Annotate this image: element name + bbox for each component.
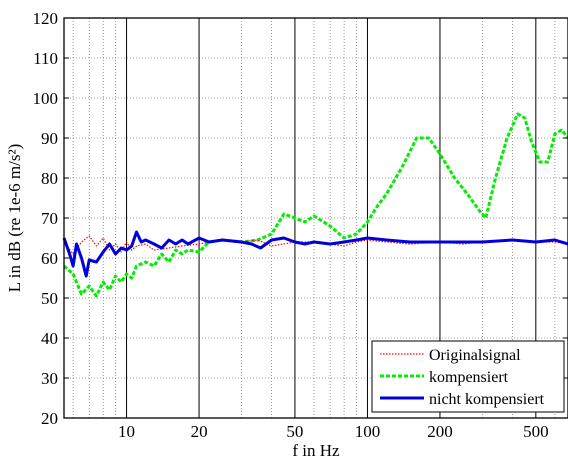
y-axis-label: L in dB (re 1e-6 m/s²) [5,144,24,292]
y-tick-label: 80 [41,169,58,188]
x-tick-label: 50 [286,422,303,441]
x-axis-label: f in Hz [292,441,340,460]
y-tick-label: 70 [41,209,58,228]
legend: Originalsignal kompensiert nicht kompensie… [371,340,565,413]
x-tick-label: 200 [427,422,453,441]
legend-label: Originalsignal [429,347,521,364]
y-tick-label: 20 [41,409,58,428]
axis-ticks [64,17,568,419]
y-tick-label: 40 [41,329,58,348]
y-tick-label: 110 [33,49,58,68]
grid-lines [64,18,568,418]
series-line-kompensiert [63,112,568,298]
x-tick-label: 100 [355,422,381,441]
x-tick-label: 10 [118,422,135,441]
x-tick-label: 20 [191,422,208,441]
legend-label: kompensiert [429,369,509,386]
y-tick-label: 100 [33,89,59,108]
y-tick-label: 120 [33,9,59,28]
legend-label: nicht kompensiert [429,391,545,408]
y-tick-label: 50 [41,289,58,308]
y-tick-label: 60 [41,249,58,268]
series-lines [62,112,568,298]
x-tick-label: 500 [523,422,549,441]
y-tick-label: 90 [41,129,58,148]
y-tick-label: 30 [41,369,58,388]
series-line-nicht-kompensiert [62,230,568,278]
tick-labels: 20 30 40 50 60 70 80 90 100 110 120 10 20 50 100 200 500 [33,9,549,441]
